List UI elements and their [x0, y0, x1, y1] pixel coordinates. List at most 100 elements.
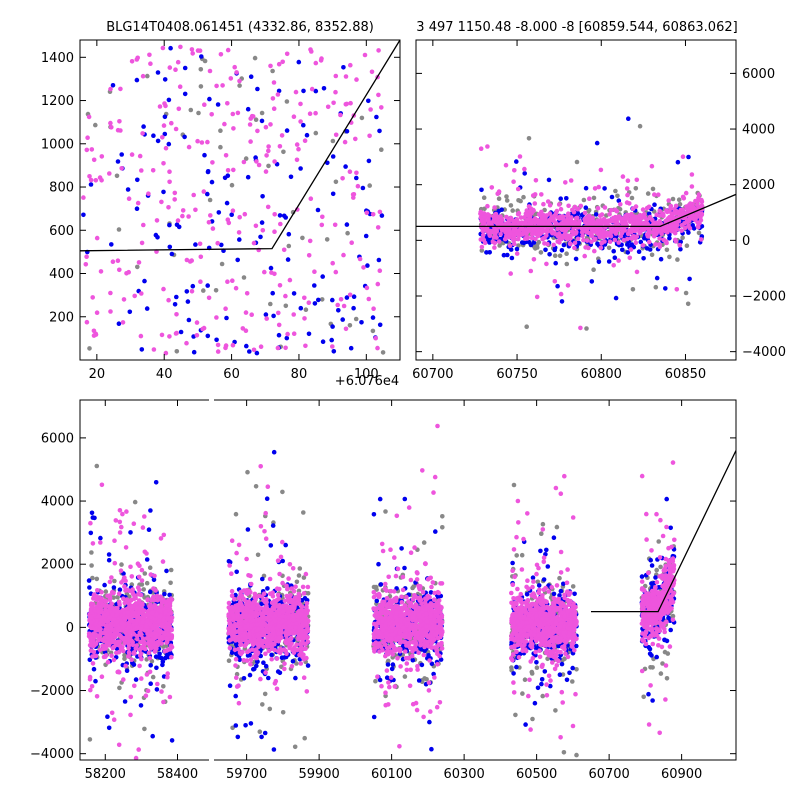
panel-top-left-point	[374, 114, 379, 120]
panel-top-right-point	[507, 227, 512, 233]
panel-top-left-point	[266, 144, 271, 149]
panel-bottom-point	[248, 581, 254, 587]
panel-bottom-point	[151, 577, 157, 583]
panel-top-left-point	[244, 291, 250, 296]
panel-top-right-point	[535, 227, 540, 233]
panel-top-right-xtick-label: 60800	[581, 367, 622, 382]
panel-top-right-point	[529, 210, 535, 216]
panel-bottom-point	[96, 614, 102, 619]
panel-top-right-point	[526, 217, 531, 222]
panel-top-left-point	[169, 251, 175, 257]
panel-top-left-point	[201, 288, 206, 293]
panel-bottom-point	[140, 525, 146, 530]
panel-top-left-point	[241, 159, 247, 165]
panel-bottom-point	[105, 714, 110, 719]
panel-top-right-point	[678, 246, 683, 252]
panel-bottom-point	[278, 554, 284, 560]
panel-bottom-point	[99, 596, 104, 602]
panel-top-right-point	[573, 231, 578, 236]
panel-bottom-point	[114, 650, 119, 656]
panel-bottom-point	[258, 464, 264, 469]
panel-top-left-point	[312, 269, 317, 275]
panel-top-left-point	[182, 65, 188, 71]
panel-top-left-point	[167, 334, 172, 339]
panel-top-left-point	[370, 212, 376, 217]
panel-top-right-point	[479, 187, 484, 193]
panel-top-left-point	[237, 78, 242, 84]
panel-top-left-point	[85, 135, 90, 140]
panel-bottom-point	[134, 643, 139, 648]
panel-top-left-point	[330, 297, 335, 303]
panel-bottom-point	[262, 730, 268, 736]
panel-top-right-point	[572, 245, 577, 251]
panel-top-right-title: 3 497 1150.48 -8.000 -8 [60859.544, 6086…	[416, 20, 737, 35]
panel-top-left-point	[367, 183, 373, 188]
panel-top-left-point	[301, 88, 306, 94]
panel-top-left-point	[371, 306, 376, 312]
panel-bottom-point	[257, 729, 263, 734]
panel-bottom-point	[304, 689, 310, 694]
panel-bottom-point	[153, 623, 159, 629]
panel-top-right-point	[501, 252, 507, 258]
panel-bottom-point	[140, 619, 145, 625]
panel-top-left-point	[313, 130, 319, 136]
panel-top-left-point	[120, 320, 126, 325]
panel-bottom-point	[285, 596, 291, 602]
panel-top-right-point	[697, 221, 702, 226]
panel-bottom-point	[165, 616, 171, 621]
panel-top-left-point	[344, 101, 350, 107]
panel-top-left-point	[363, 233, 369, 239]
panel-top-left-point	[296, 146, 301, 152]
panel-bottom-point	[101, 654, 107, 660]
panel-top-right-point	[683, 190, 689, 196]
panel-top-right-point	[528, 242, 534, 248]
panel-top-right-point	[592, 237, 597, 242]
panel-top-left-point	[148, 61, 153, 66]
panel-top-left-point	[213, 288, 219, 293]
panel-top-right-point	[636, 249, 642, 254]
panel-top-left-point	[263, 124, 269, 130]
panel-bottom-point	[105, 659, 111, 665]
panel-top-left-point	[118, 128, 123, 133]
panel-bottom-point	[89, 510, 95, 516]
panel-top-left-point	[108, 86, 113, 92]
panel-top-right-point	[531, 257, 537, 262]
panel-top-left-point	[186, 144, 192, 150]
panel-top-left-point	[188, 107, 194, 113]
panel-top-left-point	[215, 102, 221, 107]
panel-top-right-point	[568, 215, 574, 220]
panel-bottom-point	[284, 651, 289, 656]
panel-top-right-point	[564, 261, 570, 267]
panel-top-right-point	[485, 203, 490, 209]
panel-top-right-points	[478, 116, 705, 331]
panel-bottom-point	[160, 662, 165, 668]
panel-top-right-point	[580, 233, 585, 239]
panel-top-left-point	[304, 132, 310, 138]
panel-top-right-point	[687, 276, 692, 282]
panel-top-right-point	[625, 178, 631, 183]
panel-top-left-point	[197, 241, 203, 247]
panel-top-left-point	[218, 144, 223, 150]
panel-top-right-point	[583, 205, 589, 210]
panel-bottom-point	[147, 589, 153, 595]
panel-top-right-point	[541, 212, 546, 218]
panel-bottom-point	[240, 637, 245, 643]
panel-top-left-point	[366, 158, 372, 164]
panel-top-right-point	[644, 205, 650, 211]
panel-top-left-point	[365, 263, 370, 268]
panel-top-right-point	[611, 248, 616, 254]
panel-top-right-point	[551, 230, 557, 235]
panel-top-right-point	[591, 195, 597, 201]
panel-top-right-point	[668, 206, 673, 211]
panel-top-right-point	[479, 248, 485, 253]
panel-bottom-point	[282, 666, 287, 672]
panel-top-left-point	[228, 76, 234, 81]
panel-top-right-point	[510, 208, 515, 213]
panel-top-left-point	[256, 162, 262, 168]
panel-top-left-point	[237, 237, 242, 242]
panel-top-left-point	[209, 179, 215, 185]
panel-top-right-point	[645, 217, 650, 222]
panel-bottom-point	[128, 712, 133, 718]
panel-top-left-point	[169, 120, 174, 126]
panel-top-left-point	[108, 120, 113, 126]
